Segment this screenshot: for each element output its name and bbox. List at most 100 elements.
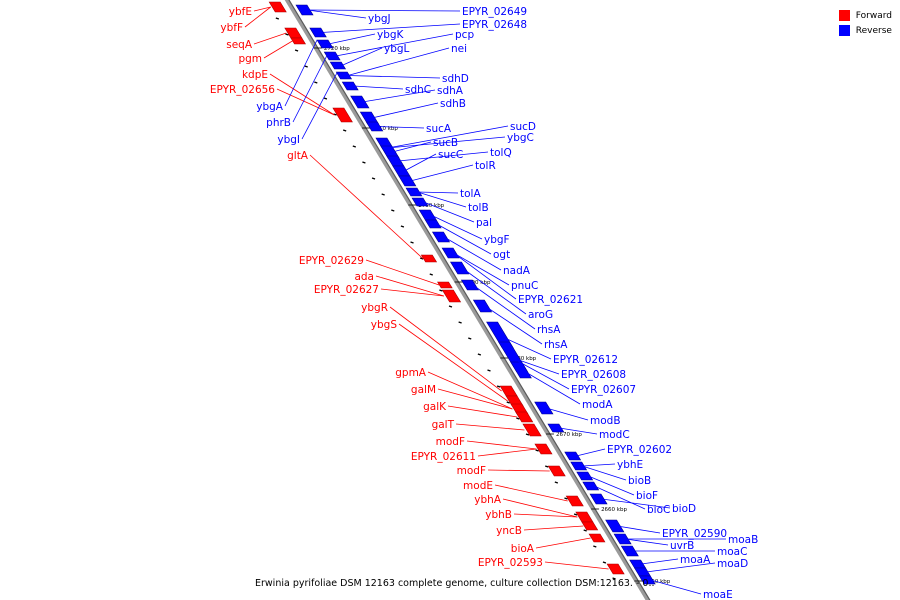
leader-line [377,126,425,129]
reverse-gene [613,533,632,545]
axis-dash [487,369,491,372]
gene-label: ada [354,271,374,283]
forward-gene [441,289,462,303]
axis-dash [448,305,453,308]
leader-line [436,223,492,255]
leader-line [523,525,584,531]
leader-line [588,475,635,496]
gene-label: ybgI [277,134,300,146]
leader-line [453,252,510,286]
axis-dash [468,337,472,340]
leader-line [513,513,578,518]
gene-label: nei [451,43,467,55]
gene-label: modA [582,399,613,411]
leader-line [461,267,527,315]
gene-label: pal [476,217,492,229]
gene-label: yncB [496,525,522,537]
forward-gene [575,511,594,523]
gene-label: galK [423,401,447,413]
kbp-tick-label: 2710 kbp [372,126,398,132]
leader-line [443,236,502,271]
gene-label: EPYR_02656 [210,84,275,96]
gene-label: ybgF [484,234,510,246]
reverse-gene [365,121,384,132]
leader-line [427,371,513,410]
leader-line [437,388,513,410]
leader-line [509,356,570,390]
leader-line [455,423,525,431]
leader-line [309,154,424,259]
forward-gene [565,495,584,507]
gene-label: kdpE [242,69,268,81]
axis-dash [525,433,530,436]
axis-dash [275,17,280,20]
leader-line [380,288,444,297]
gene-label: ybgK [377,29,405,41]
reverse-gene [392,165,411,177]
leader-line [423,201,475,223]
leader-line [292,55,328,123]
reverse-gene [316,39,334,49]
genome-backbone [284,0,651,600]
gene-label: pcp [455,29,474,41]
gene-label: tolQ [490,147,512,159]
leader-line [253,32,287,45]
gene-label: modB [590,415,621,427]
axis-dash [304,65,308,68]
axis-dash [506,401,510,404]
gene-label: modE [463,480,493,492]
leader-line [253,6,271,12]
leader-line [371,102,439,119]
gene-label: EPYR_02607 [571,384,636,396]
gene-label: bioD [672,503,696,515]
gene-label: ybgA [256,101,284,113]
leader-line [404,153,437,172]
gene-label: tolA [460,188,481,200]
leader-line [417,191,459,194]
gene-label: bioA [511,543,535,555]
reverse-gene [431,231,451,243]
gene-label: ybhE [617,459,643,471]
gene-label: sdhA [437,85,464,97]
kbp-tick-label: 2670 kbp [556,432,582,438]
axis-dash [333,113,337,116]
axis-dash [458,321,462,324]
leader-line [430,214,483,240]
leader-line [576,448,606,457]
leader-line [417,191,467,208]
gene-label: sdhB [440,98,466,110]
gene-label: rhsA [537,324,561,336]
axis-dash [410,241,414,244]
reverse-gene [418,209,437,221]
leader-line [244,6,271,28]
reverse-gene [398,175,417,187]
kbp-tick-label: 2700 kbp [418,203,444,209]
leader-line [347,47,450,76]
forward-gene [606,563,625,575]
forward-gene [284,27,303,39]
leader-line [398,323,508,402]
axis-dash [573,513,578,516]
axis-dash [429,273,433,276]
leader-line [544,561,609,570]
gene-label: moaB [728,534,758,546]
gene-label: tolR [475,160,496,172]
gene-label: galM [411,384,436,396]
axis-dash [323,97,328,100]
reverse-gene [472,299,493,313]
axis-dash [294,49,299,52]
gene-label: ybhB [485,509,512,521]
kbp-tick-label: 2690 kbp [465,280,491,286]
gene-label: sucC [438,149,463,161]
gene-label: moaC [717,546,747,558]
gene-label: EPYR_02649 [462,6,527,18]
leader-line [328,33,376,45]
gene-label: EPYR_02648 [462,19,527,31]
gene-label: EPYR_02627 [314,284,379,296]
leader-line [307,9,367,19]
forward-gene [268,1,287,13]
reverse-gene [582,481,600,491]
gene-label: pgm [238,53,262,65]
axis-dash [439,289,443,292]
